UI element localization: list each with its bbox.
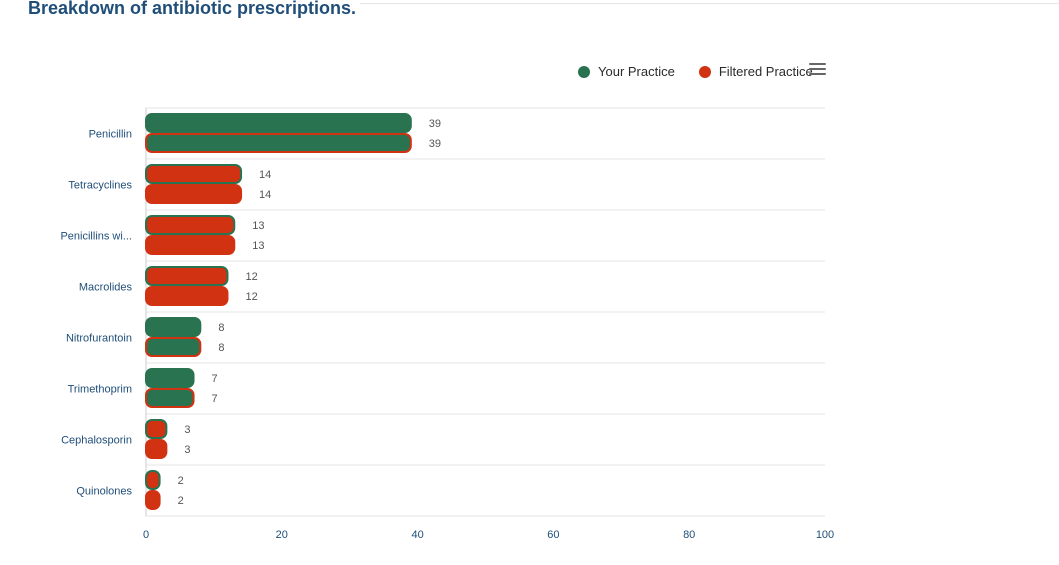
category-label: Macrolides	[79, 282, 133, 294]
data-label: 3	[184, 424, 190, 436]
bar-filtered-practice	[145, 286, 229, 306]
legend-item-filtered-practice[interactable]: Filtered Practice	[698, 64, 813, 79]
data-label: 39	[429, 138, 441, 150]
x-tick-label: 0	[143, 529, 149, 541]
bar-filtered-practice	[145, 133, 412, 153]
data-label: 8	[218, 322, 224, 334]
bar-filtered-practice	[145, 490, 161, 510]
bar-your-practice	[145, 317, 202, 337]
legend-label-filtered-practice: Filtered Practice	[718, 64, 813, 79]
category-label: Nitrofurantoin	[66, 333, 132, 345]
category-label: Trimethoprim	[68, 384, 132, 396]
category-label: Quinolones	[76, 486, 132, 498]
bar-filtered-practice	[145, 439, 168, 459]
chart-legend: Your Practice Filtered Practice	[578, 64, 837, 79]
x-tick-label: 60	[547, 529, 559, 541]
bar-filtered-practice	[145, 388, 195, 408]
hamburger-menu-icon[interactable]	[809, 63, 826, 75]
x-tick-label: 80	[683, 529, 695, 541]
legend-marker-your-practice	[578, 65, 590, 78]
page-title: Breakdown of antibiotic prescriptions.	[28, 0, 357, 18]
data-label: 8	[218, 342, 224, 354]
data-label: 7	[212, 373, 218, 385]
category-label: Penicillin	[89, 129, 132, 141]
bar-your-practice	[145, 164, 243, 184]
top-divider	[360, 3, 1059, 4]
category-label: Penicillins wi...	[60, 231, 132, 243]
data-label: 2	[178, 475, 184, 487]
bar-filtered-practice	[145, 235, 236, 255]
legend-item-your-practice[interactable]: Your Practice	[578, 64, 675, 79]
data-label: 14	[259, 189, 271, 201]
bar-your-practice	[145, 113, 412, 133]
x-tick-label: 100	[816, 529, 834, 541]
data-label: 3	[184, 444, 190, 456]
x-tick-label: 40	[411, 529, 423, 541]
bar-your-practice	[145, 215, 236, 235]
data-label: 7	[212, 393, 218, 405]
data-label: 13	[252, 240, 264, 252]
x-tick-label: 20	[276, 529, 288, 541]
bar-your-practice	[145, 419, 168, 439]
category-label: Cephalosporin	[61, 435, 132, 447]
data-label: 39	[429, 118, 441, 130]
legend-marker-filtered-practice	[698, 65, 711, 78]
bar-filtered-practice	[145, 337, 202, 357]
data-label: 2	[178, 495, 184, 507]
bar-your-practice	[145, 266, 229, 286]
data-label: 12	[245, 291, 257, 303]
bar-your-practice	[145, 470, 161, 490]
bar-filtered-practice	[145, 184, 243, 204]
data-label: 12	[245, 271, 257, 283]
category-label: Tetracyclines	[68, 180, 132, 192]
bar-your-practice	[145, 368, 195, 388]
data-label: 14	[259, 169, 271, 181]
legend-label-your-practice: Your Practice	[598, 64, 675, 79]
data-label: 13	[252, 220, 264, 232]
